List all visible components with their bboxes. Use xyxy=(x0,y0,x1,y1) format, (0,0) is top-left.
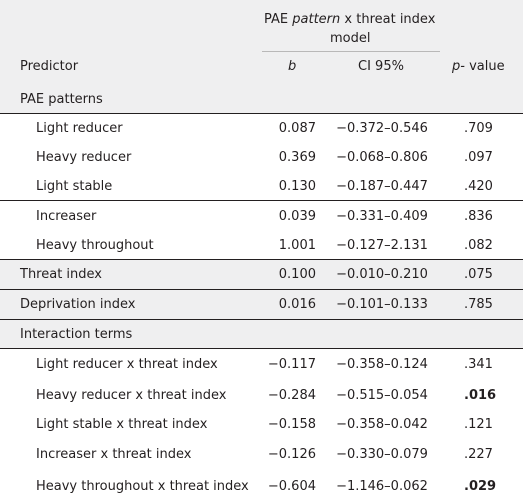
table-row: Increaser x threat index −0.126 −0.330–0.0… xyxy=(0,439,523,469)
b-cell: 0.100 xyxy=(278,267,316,282)
predictor-cell: Heavy throughout x threat index xyxy=(36,478,249,494)
p-value-cell: .097 xyxy=(464,150,493,165)
p-value-cell: .029 xyxy=(464,478,497,494)
column-header-p: p- xyxy=(452,59,465,74)
table-row: PAE patterns xyxy=(0,85,523,114)
group-header-pattern: pattern xyxy=(292,12,341,27)
p-value-cell: .121 xyxy=(464,417,493,432)
b-cell: 0.016 xyxy=(278,297,316,312)
ci-cell: −0.330–0.079 xyxy=(336,446,428,462)
table-row: Heavy throughout x threat index −0.604 −1.… xyxy=(0,469,523,503)
b-cell: 0.130 xyxy=(278,178,316,194)
ci-cell: −0.358–0.124 xyxy=(336,357,428,372)
b-cell: −0.158 xyxy=(267,417,316,432)
table-row: Light stable x threat index −0.158 −0.358–… xyxy=(0,410,523,439)
ci-cell: −0.068–0.806 xyxy=(336,150,428,165)
column-header-predictor: Predictor xyxy=(20,59,79,74)
ci-cell: −0.010–0.210 xyxy=(336,267,428,282)
ci-cell: −1.146–0.062 xyxy=(336,478,428,494)
p-value-cell xyxy=(452,320,508,348)
b-cell: −0.126 xyxy=(267,446,316,462)
p-value-cell: .082 xyxy=(464,237,493,253)
group-header-pae: PAE xyxy=(264,12,289,27)
p-value-cell: .420 xyxy=(464,178,493,194)
group-header-line1: PAE pattern x threat index xyxy=(264,12,435,27)
table-row: Deprivation index 0.016 −0.101–0.133 .785 xyxy=(0,290,523,320)
predictor-cell: Threat index xyxy=(20,267,102,282)
table-row: Interaction terms xyxy=(0,320,523,349)
table-row: Light stable 0.130 −0.187–0.447 .420 xyxy=(0,172,523,201)
ci-cell: −0.515–0.054 xyxy=(336,387,428,403)
predictor-cell: Increaser x threat index xyxy=(36,446,192,462)
table-header: PAE pattern x threat index model Predict… xyxy=(0,0,523,86)
b-cell: 0.087 xyxy=(278,121,316,136)
p-value-cell: .341 xyxy=(464,357,493,372)
table-row: Heavy throughout 1.001 −0.127–2.131 .082 xyxy=(0,231,523,260)
p-value-cell: .785 xyxy=(464,297,493,312)
group-header-line2: model xyxy=(330,31,371,46)
column-header-value: value xyxy=(469,59,505,74)
predictor-cell: Heavy reducer xyxy=(36,150,132,165)
ci-cell xyxy=(330,320,434,348)
table-row: Increaser 0.039 −0.331–0.409 .836 xyxy=(0,201,523,231)
table-row: Threat index 0.100 −0.010–0.210 .075 xyxy=(0,260,523,290)
predictor-cell: Heavy reducer x threat index xyxy=(36,387,227,403)
predictor-cell: Light reducer xyxy=(36,121,123,136)
column-header-p-value: p- value xyxy=(452,59,505,74)
group-header-threat: x threat index xyxy=(344,12,436,27)
p-value-cell: .016 xyxy=(464,387,497,403)
ci-cell: −0.187–0.447 xyxy=(336,178,428,194)
b-cell xyxy=(258,320,316,348)
b-cell xyxy=(258,85,316,113)
p-value-cell: .075 xyxy=(464,267,493,282)
p-value-cell: .709 xyxy=(464,121,493,136)
column-header-b: b xyxy=(288,59,297,74)
ci-cell: −0.127–2.131 xyxy=(336,237,428,253)
ci-cell: −0.331–0.409 xyxy=(336,208,428,224)
ci-cell: −0.372–0.546 xyxy=(336,121,428,136)
p-value-cell: .836 xyxy=(464,208,493,224)
predictor-cell: Interaction terms xyxy=(20,326,133,342)
p-value-cell xyxy=(452,85,508,113)
p-value-cell: .227 xyxy=(464,446,493,462)
predictor-cell: Heavy throughout xyxy=(36,237,154,253)
table-row: Heavy reducer x threat index −0.284 −0.515… xyxy=(0,380,523,410)
b-cell: 0.369 xyxy=(278,150,316,165)
ci-cell xyxy=(330,85,434,113)
table-row: Light reducer x threat index −0.117 −0.358… xyxy=(0,349,523,380)
ci-cell: −0.101–0.133 xyxy=(336,297,428,312)
predictor-cell: Light stable xyxy=(36,178,113,194)
predictor-cell: Increaser xyxy=(36,208,97,224)
b-cell: −0.284 xyxy=(267,387,316,403)
b-cell: 0.039 xyxy=(278,208,316,224)
predictor-cell: PAE patterns xyxy=(20,91,103,107)
table-row: Heavy reducer 0.369 −0.068–0.806 .097 xyxy=(0,143,523,172)
column-header-ci: CI 95% xyxy=(358,59,404,74)
b-cell: 1.001 xyxy=(278,237,316,253)
predictor-cell: Deprivation index xyxy=(20,297,136,312)
ci-cell: −0.358–0.042 xyxy=(336,417,428,432)
group-header-rule xyxy=(262,51,440,52)
table-row: Light reducer 0.087 −0.372–0.546 .709 xyxy=(0,114,523,143)
b-cell: −0.117 xyxy=(267,357,316,372)
b-cell: −0.604 xyxy=(267,478,316,494)
predictor-cell: Light stable x threat index xyxy=(36,417,208,432)
predictor-cell: Light reducer x threat index xyxy=(36,357,218,372)
